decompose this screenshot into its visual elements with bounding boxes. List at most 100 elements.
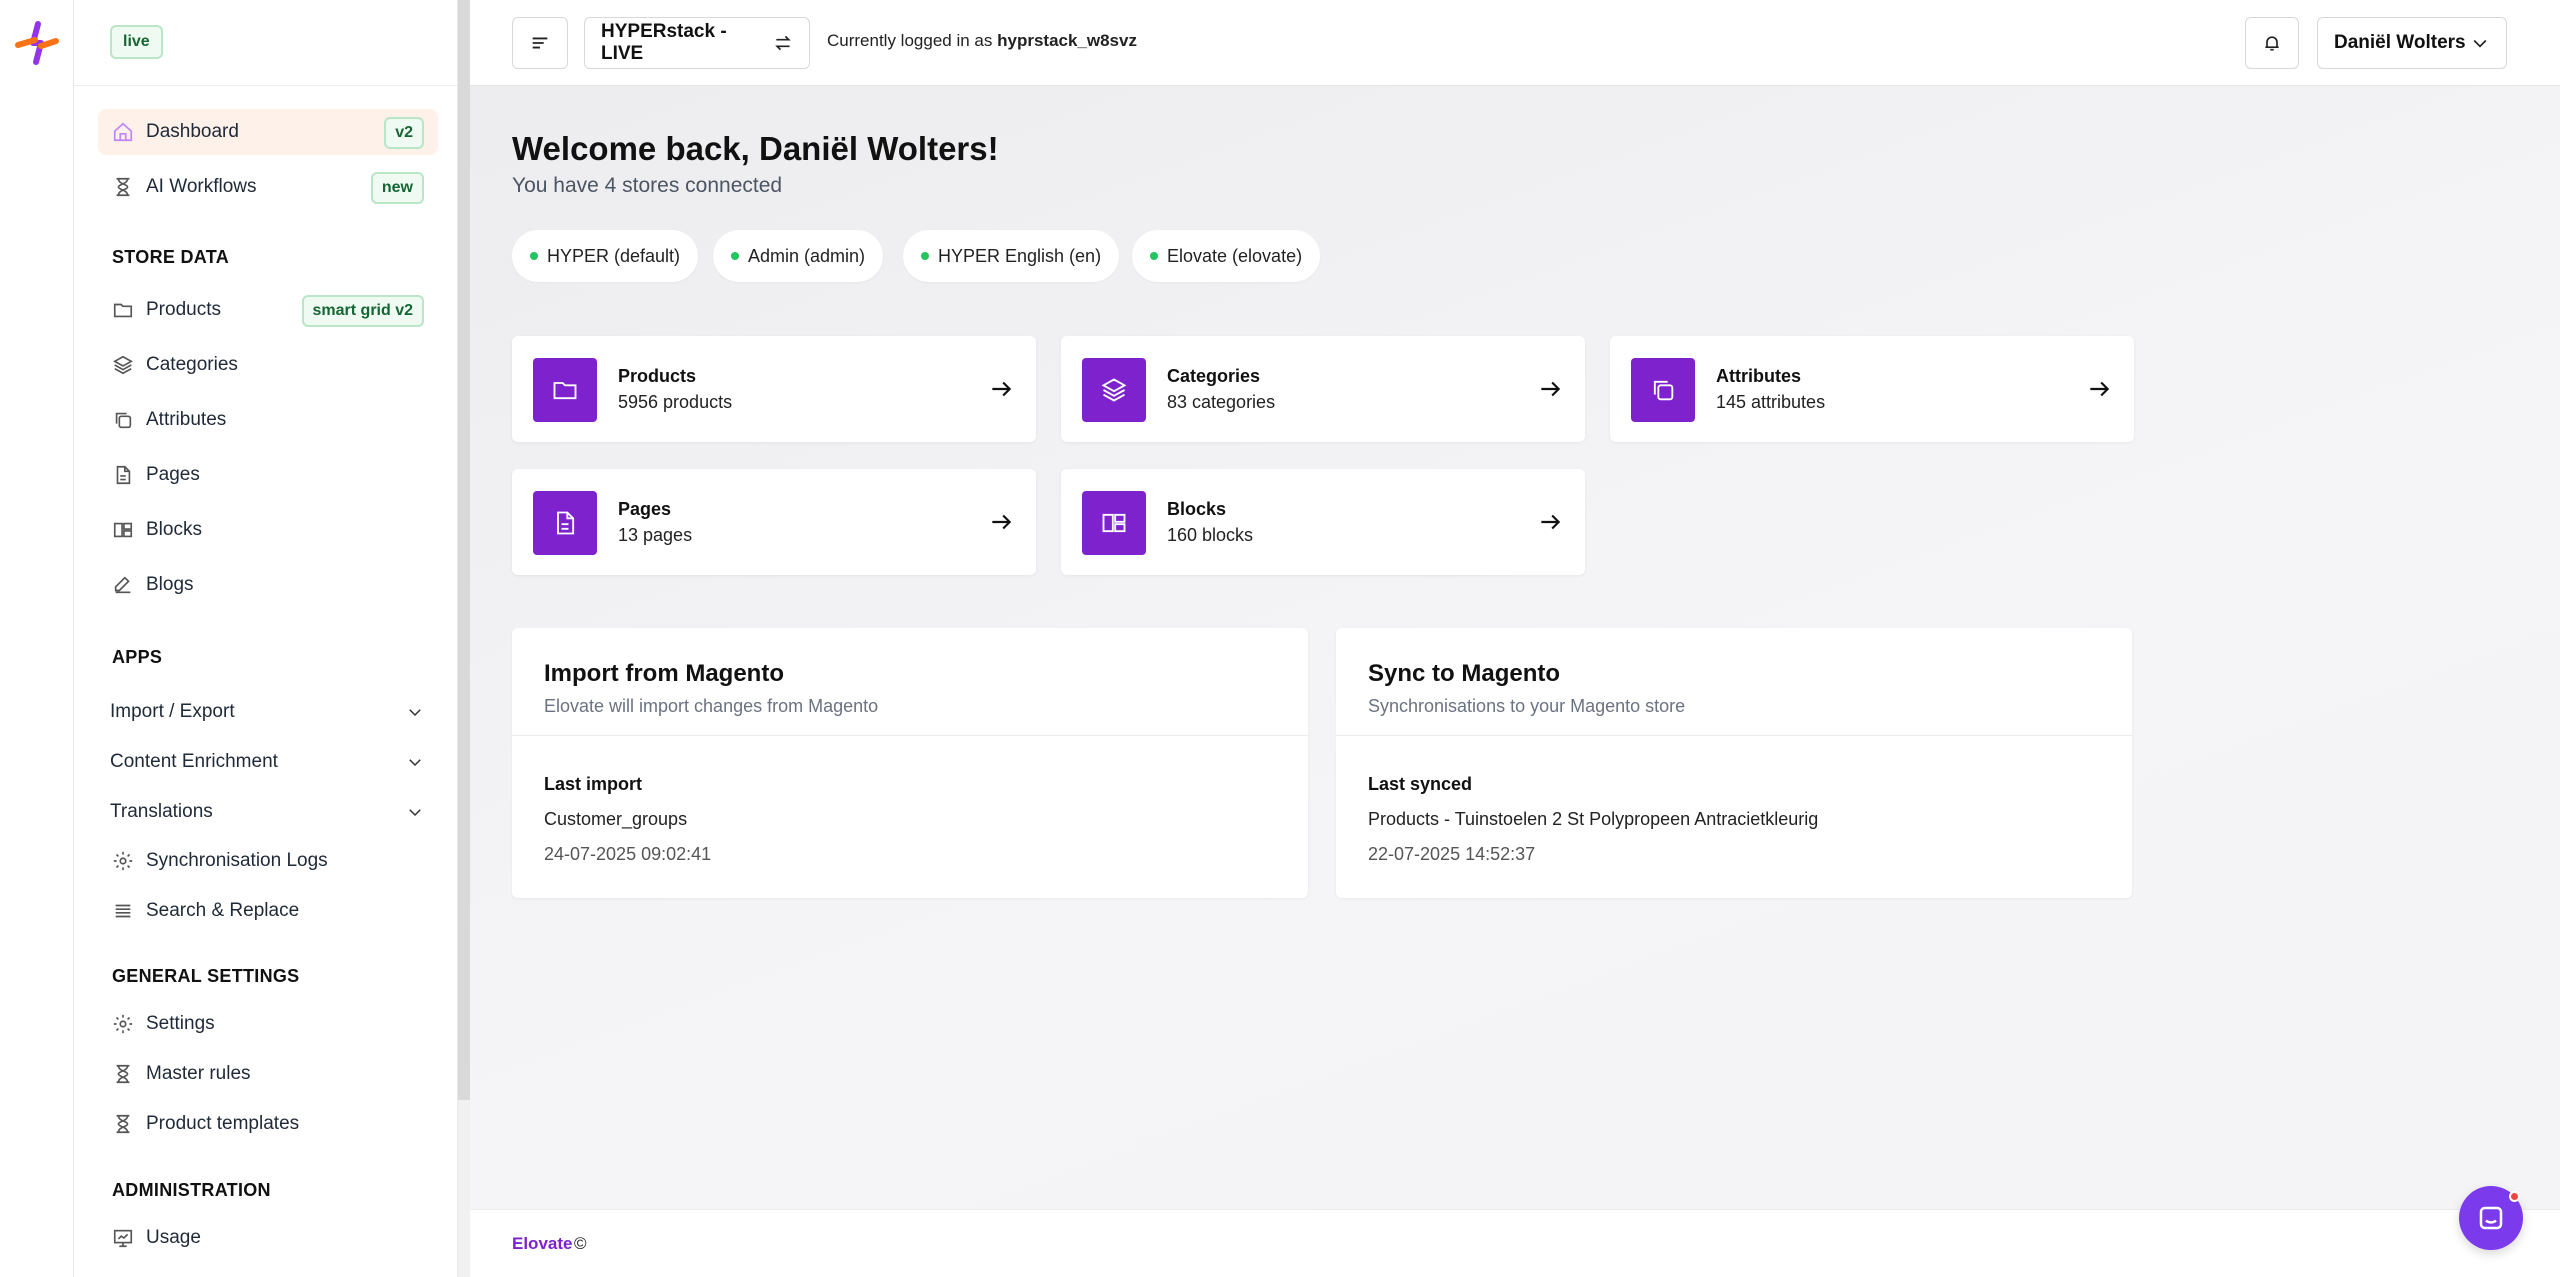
card-icon-box (533, 358, 597, 422)
card-icon-box (1631, 358, 1695, 422)
bell-icon (2265, 36, 2279, 51)
store-pill-label: Admin (admin) (748, 245, 866, 266)
file-icon (116, 465, 131, 485)
last-synced-label: Last synced (1368, 774, 1473, 794)
sidebar-item-label: Dashboard (146, 121, 239, 142)
card-count: 145 attributes (1716, 392, 1826, 412)
card-attributes[interactable]: Attributes 145 attributes (1610, 336, 2134, 442)
store-pill[interactable]: Admin (admin) (713, 230, 884, 282)
card-icon-box (1082, 491, 1146, 555)
user-name: Daniël Wolters (2334, 32, 2466, 53)
sidebar-item-translations[interactable]: Translations (110, 792, 430, 832)
arrow-right-icon (1541, 381, 1561, 397)
card-blocks[interactable]: Blocks 160 blocks (1061, 469, 1585, 575)
notifications-button[interactable] (2245, 17, 2299, 69)
blocks-icon (1102, 513, 1126, 533)
card-count: 5956 products (618, 392, 733, 412)
last-synced-time: 22-07-2025 14:52:37 (1368, 844, 1536, 864)
chevron-down-icon (2473, 39, 2487, 48)
store-pill[interactable]: Elovate (elovate) (1132, 230, 1321, 282)
sidebar-item-settings[interactable]: Settings (98, 1001, 438, 1047)
sync-panel: Sync to Magento Synchronisations to your… (1336, 628, 2132, 898)
section-title-store-data: STORE DATA (112, 247, 230, 267)
status-dot (530, 252, 538, 260)
status-dot (921, 252, 929, 260)
footer: Elovate © (470, 1209, 2560, 1277)
sidebar-item-label: Content Enrichment (110, 751, 278, 772)
store-pill-label: HYPER English (en) (938, 245, 1102, 266)
user-menu-button[interactable]: Daniël Wolters (2317, 17, 2507, 69)
card-icon-box (533, 491, 597, 555)
sidebar-item-label: Settings (146, 1013, 215, 1034)
blocks-icon (113, 522, 133, 538)
card-icon-box (1082, 358, 1146, 422)
stores-count-text: You have 4 stores connected (512, 174, 783, 197)
import-panel-header: Import from Magento Elovate will import … (512, 628, 1308, 736)
swap-arrows-icon (775, 35, 791, 51)
chat-launcher-button[interactable] (2459, 1186, 2523, 1250)
store-pill[interactable]: HYPER (default) (512, 230, 699, 282)
store-switcher-button[interactable]: HYPERstack - LIVE (584, 17, 810, 69)
sidebar-item-attributes[interactable]: Attributes (98, 397, 438, 443)
status-dot (731, 252, 739, 260)
page-title: Welcome back, Daniël Wolters! (512, 130, 999, 167)
sidebar-item-search-replace[interactable]: Search & Replace (98, 888, 438, 934)
sidebar-item-products[interactable]: Products smart grid v2 (98, 287, 438, 333)
sidebar-item-pages[interactable]: Pages (98, 452, 438, 498)
sidebar-item-blogs[interactable]: Blogs (98, 562, 438, 608)
last-import-time: 24-07-2025 09:02:41 (544, 844, 712, 864)
sidebar-scrollbar-thumb[interactable] (458, 0, 470, 1100)
sidebar-item-label: Blogs (146, 574, 194, 595)
sidebar: live Dashboard v2 AI Workflows new STORE… (74, 0, 458, 1277)
sidebar-item-master-rules[interactable]: Master rules (98, 1051, 438, 1097)
new-badge: new (370, 172, 424, 204)
sidebar-item-product-templates[interactable]: Product templates (98, 1101, 438, 1147)
import-panel-title: Import from Magento (544, 660, 784, 687)
chat-notification-dot (2509, 1191, 2520, 1202)
sidebar-item-label: Categories (146, 354, 238, 375)
footer-brand-link[interactable]: Elovate (512, 1234, 573, 1253)
card-pages[interactable]: Pages 13 pages (512, 469, 1036, 575)
sidebar-item-label: Attributes (146, 409, 227, 430)
sidebar-item-usage[interactable]: Usage (98, 1215, 438, 1261)
sidebar-item-label: Translations (110, 801, 213, 822)
arrow-right-icon (992, 381, 1012, 397)
chevron-down-icon (409, 709, 421, 717)
store-pill[interactable]: HYPER English (en) (903, 230, 1120, 282)
file-icon (557, 511, 575, 535)
sidebar-item-label: Pages (146, 464, 200, 485)
card-count: 160 blocks (1167, 525, 1254, 545)
card-title: Categories (1167, 366, 1261, 386)
last-import-item: Customer_groups (544, 809, 688, 829)
sidebar-item-ai-workflows[interactable]: AI Workflows new (98, 164, 438, 210)
sidebar-item-blocks[interactable]: Blocks (98, 507, 438, 553)
main-content: HYPERstack - LIVE Currently logged in as… (470, 0, 2560, 1277)
card-categories[interactable]: Categories 83 categories (1061, 336, 1585, 442)
arrow-right-icon (2090, 381, 2110, 397)
copy-icon (1653, 380, 1674, 401)
menu-toggle-button[interactable] (512, 17, 568, 69)
sidebar-item-label: AI Workflows (146, 176, 257, 197)
version-badge: v2 (384, 117, 424, 149)
card-products[interactable]: Products 5956 products (512, 336, 1036, 442)
top-bar: HYPERstack - LIVE Currently logged in as… (470, 0, 2560, 86)
sync-panel-header: Sync to Magento Synchronisations to your… (1336, 628, 2132, 736)
card-count: 83 categories (1167, 392, 1276, 412)
sidebar-item-import-export[interactable]: Import / Export (110, 692, 430, 732)
last-import-label: Last import (544, 774, 643, 794)
sidebar-item-synchronisation-logs[interactable]: Synchronisation Logs (98, 838, 438, 884)
hourglass-icon (116, 1114, 130, 1134)
copy-icon (115, 412, 132, 429)
sync-panel-subtitle: Synchronisations to your Magento store (1368, 696, 1686, 716)
edit-icon (114, 576, 131, 594)
app-logo-icon[interactable] (14, 20, 60, 66)
card-title: Products (618, 366, 697, 386)
sidebar-item-content-enrichment[interactable]: Content Enrichment (110, 742, 430, 782)
sidebar-item-categories[interactable]: Categories (98, 342, 438, 388)
sidebar-item-dashboard[interactable]: Dashboard v2 (98, 109, 438, 155)
hourglass-icon (116, 1064, 130, 1084)
import-panel-subtitle: Elovate will import changes from Magento (544, 696, 879, 716)
arrow-right-icon (1541, 514, 1561, 530)
chevron-down-icon (409, 809, 421, 817)
arrow-right-icon (992, 514, 1012, 530)
